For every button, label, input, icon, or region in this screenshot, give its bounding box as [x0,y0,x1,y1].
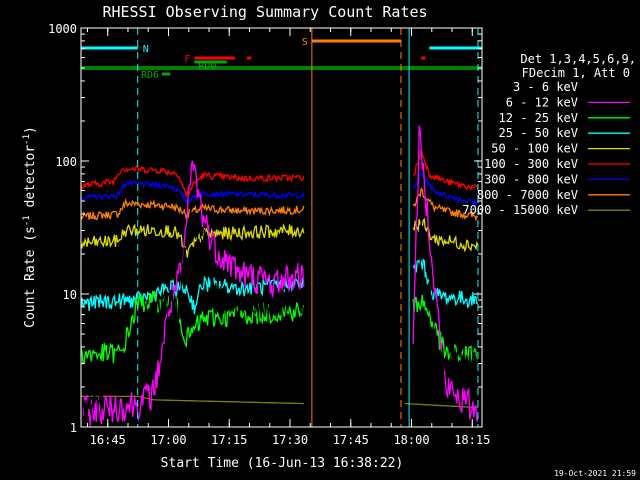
generation-timestamp: 19-Oct-2021 21:59 [554,469,636,478]
series-800-7000-kev-segment-2 [412,187,479,222]
flag-layer: N S F RD0 RD6 [81,37,482,81]
legend-label-7000-15000-kev: 7000 - 15000 keV [462,203,578,217]
y-axis-label-part2: detector [23,145,38,216]
y-axis-label: Count Rate (s-1 detector-1) [22,126,38,328]
plot-frame [80,27,483,428]
series-25-50-kev-segment-2 [412,256,478,309]
legend-header-1: Det 1,3,4,5,6,9, [520,52,636,66]
x-tick-label: 18:15 [454,433,490,447]
y-tick-label: 100 [55,155,77,169]
series-6-12-kev-segment-1 [80,160,305,427]
series-50-100-kev-segment-1 [80,223,305,258]
plot-area: N S F RD0 RD6 1 10 100 1000 16:45 17:00 17:15 17:3… [48,22,490,447]
series-100-300-kev-segment-2 [413,149,479,192]
series-7000-15000-kev-segment-2 [405,402,478,409]
series-300-800-kev-segment-1 [80,178,305,204]
x-axis-label: Start Time (16-Jun-13 16:38:22) [161,456,404,471]
series-12-25-kev-segment-1 [80,291,305,365]
x-tick-label: 16:45 [90,433,126,447]
legend: Det 1,3,4,5,6,9, FDecim 1, Att 0 3 - 6 k… [462,52,636,217]
x-tick-label: 17:15 [211,433,247,447]
y-axis-label-sup1: -1 [22,215,32,226]
x-tick-label: 17:45 [333,433,369,447]
legend-header-2: FDecim 1, Att 0 [522,66,630,80]
series-800-7000-kev-segment-1 [80,198,305,221]
y-tick-label: 1 [70,421,77,435]
legend-label-300-800-kev: 300 - 800 keV [484,172,578,186]
legend-label-12-25-kev: 12 - 25 keV [499,111,578,125]
y-axis-label-sup2: -1 [22,134,32,145]
x-tick-label: 17:30 [272,433,308,447]
flag-label-rd6: RD6 [141,70,159,81]
y-tick-label: 10 [63,288,77,302]
flag-label-n: N [143,44,149,55]
series-7000-15000-kev-segment-1 [81,395,304,405]
flag-label-s: S [302,37,308,48]
series-100-300-kev-segment-1 [80,164,305,197]
y-axis-label-part1: Count Rate (s [23,226,38,328]
y-axis-label-part3: ) [23,126,38,134]
flag-label-f: F [184,54,190,65]
legend-label-25-50-kev: 25 - 50 keV [499,126,578,140]
legend-label-3-6-kev: 3 - 6 keV [513,80,578,94]
series-layer [80,125,479,427]
legend-label-800-7000-kev: 800 - 7000 keV [477,188,578,202]
legend-label-50-100-kev: 50 - 100 keV [491,142,578,156]
legend-label-100-300-kev: 100 - 300 keV [484,157,578,171]
series-3-6-kev-segment-1 [80,209,305,426]
x-axis-ticks: 16:45 17:00 17:15 17:30 17:45 18:00 18:15 [86,28,490,447]
series-50-100-kev-segment-2 [412,217,479,253]
flag-label-rd0: RD0 [198,61,216,72]
legend-label-6-12-kev: 6 - 12 keV [506,95,578,109]
chart-title: RHESSI Observing Summary Count Rates [102,3,427,21]
series-6-12-kev-segment-2 [412,125,479,422]
series-3-6-kev-segment-2 [416,217,479,375]
x-tick-label: 17:00 [150,433,186,447]
x-tick-label: 18:00 [393,433,429,447]
y-tick-label: 1000 [48,22,77,36]
